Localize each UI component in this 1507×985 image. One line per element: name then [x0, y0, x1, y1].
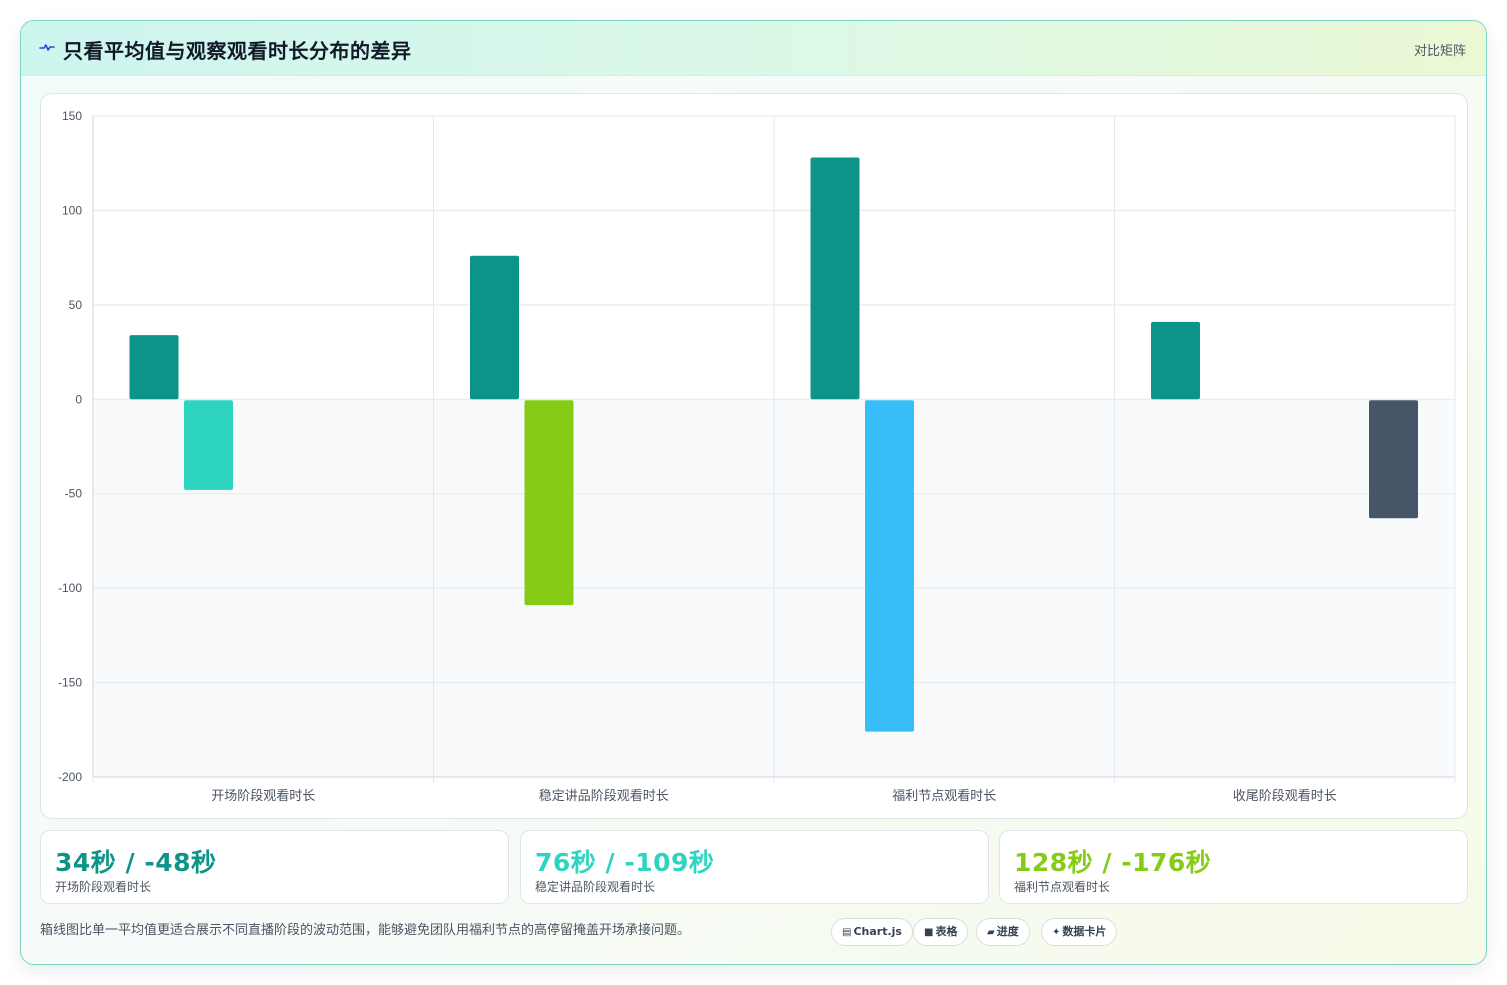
- y-tick-label: -150: [58, 676, 82, 690]
- stat-value: 76秒 / -109秒: [535, 848, 715, 877]
- tag-progress[interactable]: ▰ 进度: [976, 918, 1030, 946]
- tag-data-card[interactable]: ✦ 数据卡片: [1041, 918, 1118, 946]
- stat-card-opening: 34秒 / -48秒 开场阶段观看时长: [40, 830, 509, 904]
- bar-negative: [184, 400, 233, 490]
- chart-icon: ▤: [842, 927, 852, 938]
- stat-card-benefit: 128秒 / -176秒 福利节点观看时长: [999, 830, 1468, 904]
- compare-matrix-label[interactable]: 对比矩阵: [1413, 44, 1466, 59]
- stat-value: 34秒 / -48秒: [55, 848, 217, 877]
- chart-panel: 150 100 50 0 -50 -100 -150 -200 开场阶段观看时长 稳定讲品阶段观看…: [40, 93, 1468, 819]
- y-tick-label: -50: [65, 487, 83, 501]
- y-tick-label: 50: [69, 298, 83, 312]
- stat-value: 128秒 / -176秒: [1014, 848, 1212, 877]
- y-tick-label: 100: [62, 203, 82, 217]
- x-tick-label: 福利节点观看时长: [892, 788, 996, 804]
- footnote: 箱线图比单一平均值更适合展示不同直播阶段的波动范围，能够避免团队用福利节点的高停…: [40, 923, 691, 938]
- card-icon: ✦: [1052, 927, 1061, 938]
- card-header: 只看平均值与观察观看时长分布的差异 对比矩阵: [21, 21, 1486, 76]
- progress-icon: ▰: [987, 927, 995, 938]
- y-tick-label: -200: [58, 770, 82, 784]
- table-icon: ■: [924, 927, 934, 938]
- bar-positive: [810, 157, 860, 400]
- y-tick-label: 150: [62, 109, 82, 123]
- bar-positive: [1151, 321, 1200, 400]
- stat-label: 稳定讲品阶段观看时长: [535, 880, 656, 894]
- stat-label: 福利节点观看时长: [1014, 880, 1111, 894]
- tag-chartjs[interactable]: ▤ Chart.js: [831, 918, 913, 946]
- stat-label: 开场阶段观看时长: [55, 880, 152, 894]
- bar-positive: [129, 335, 179, 400]
- y-tick-label: -100: [58, 581, 82, 595]
- pulse-icon: [39, 44, 55, 51]
- bar-negative: [524, 400, 574, 606]
- bar-negative: [865, 400, 914, 732]
- page-title: 只看平均值与观察观看时长分布的差异: [63, 39, 412, 63]
- dashboard-card: 只看平均值与观察观看时长分布的差异 对比矩阵 150 100 50 0 -50 -100 -…: [20, 20, 1487, 965]
- bar-chart: 150 100 50 0 -50 -100 -150 -200 开场阶段观看时长 稳定讲品阶段观看…: [58, 109, 1456, 804]
- x-tick-label: 收尾阶段观看时长: [1233, 788, 1337, 804]
- bar-positive: [470, 255, 519, 400]
- stat-cards: 34秒 / -48秒 开场阶段观看时长 76秒 / -109秒 稳定讲品阶段观看…: [40, 830, 1468, 904]
- stat-card-stable: 76秒 / -109秒 稳定讲品阶段观看时长: [520, 830, 989, 904]
- x-tick-label: 稳定讲品阶段观看时长: [539, 788, 669, 804]
- bar-negative: [1369, 400, 1418, 519]
- tag-table[interactable]: ■ 表格: [913, 918, 969, 946]
- y-tick-label: 0: [75, 392, 82, 406]
- x-tick-label: 开场阶段观看时长: [211, 788, 315, 804]
